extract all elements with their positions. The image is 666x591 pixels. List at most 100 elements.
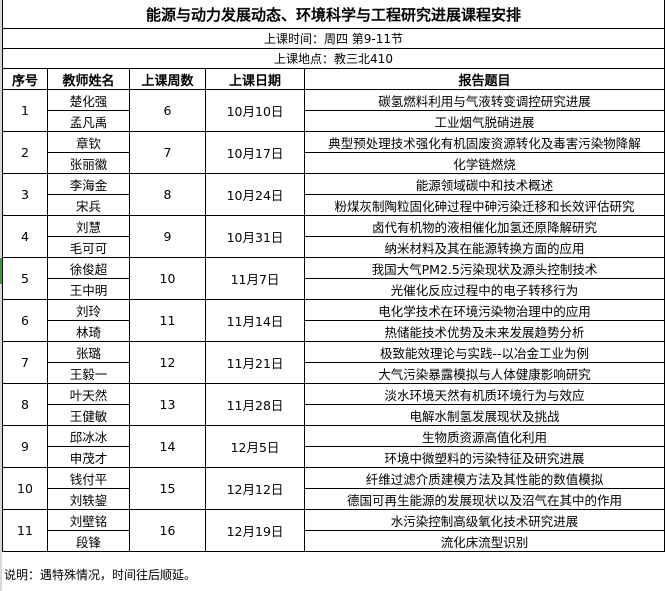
table-row: 11 刘壁铭 16 12月19日 水污染控制高级氧化技术研究进展 [2,509,665,552]
table-row: 段锋 流化床流型识别 [3,530,665,552]
teacher-name: 章钦 [47,131,130,153]
class-date: 11月14日 [205,299,305,342]
teacher-name: 张丽徽 [47,152,130,174]
week-number: 6 [129,89,206,132]
row-number: 5 [2,257,48,300]
teacher-name: 毛可可 [47,236,130,258]
row-number: 10 [2,467,48,510]
class-date: 12月19日 [205,509,305,552]
teacher-name: 徐俊超 [47,257,130,279]
teacher-name: 张璐 [47,341,130,363]
week-number: 9 [129,215,206,258]
report-topic: 化学链燃烧 [304,152,665,174]
teacher-name: 林琦 [47,320,130,342]
week-number: 10 [129,257,206,300]
class-date: 12月12日 [205,467,305,510]
sheet-left-edge [0,0,2,591]
report-topic: 能源领域碳中和技术概述 [304,173,665,195]
table-row: 1 楚化强 6 10月10日 碳氢燃料利用与气液转变调控研究进展 [2,89,665,132]
report-topic: 典型预处理技术强化有机固废资源转化及毒害污染物降解 [304,131,665,153]
week-number: 14 [129,425,206,468]
table-row: 宋兵 粉煤灰制陶粒固化砷过程中砷污染迁移和长效评估研究 [3,194,665,216]
table-row: 3 李海金 8 10月24日 能源领域碳中和技术概述 [2,173,665,216]
table-row: 4 刘慧 9 10月31日 卤代有机物的液相催化加氢还原降解研究 [2,215,665,258]
teacher-name: 王毅一 [47,362,130,384]
footnote: 说明：遇特殊情况，时间往后顺延。 [4,568,197,582]
table-row: 5 徐俊超 10 11月7日 我国大气PM2.5污染现状及源头控制技术 [2,257,665,300]
teacher-name: 刘玲 [47,299,130,321]
report-topic: 电解水制氢发展现状及挑战 [304,404,665,426]
class-date: 12月5日 [205,425,305,468]
class-time: 上课时间：周四 第9-11节 [2,28,665,49]
week-number: 8 [129,173,206,216]
table-row: 10 钱付平 15 12月12日 纤维过滤介质建模方法及其性能的数值模拟 [2,467,665,510]
class-date: 10月10日 [205,89,305,132]
table-row: 申茂才 环境中微塑料的污染特征及研究进展 [3,446,665,468]
teacher-name: 刘壁铭 [47,509,130,531]
class-location: 上课地点：教三北410 [2,48,665,69]
row-number: 7 [2,341,48,384]
report-topic: 卤代有机物的液相催化加氢还原降解研究 [304,215,665,237]
table-row: 王中明 光催化反应过程中的电子转移行为 [3,278,665,300]
table-row: 6 刘玲 11 11月14日 电化学技术在环境污染物治理中的应用 [2,299,665,342]
row-number: 1 [2,89,48,132]
report-topic: 生物质资源高值化利用 [304,425,665,447]
table-row: 王毅一 大气污染暴露模拟与人体健康影响研究 [3,362,665,384]
report-topic: 光催化反应过程中的电子转移行为 [304,278,665,300]
row-number: 3 [2,173,48,216]
teacher-name: 段锋 [47,530,130,552]
report-topic: 大气污染暴露模拟与人体健康影响研究 [304,362,665,384]
teacher-name: 邱冰冰 [47,425,130,447]
teacher-name: 刘轶鋆 [47,488,130,510]
class-date: 11月7日 [205,257,305,300]
header-no: 序号 [2,68,48,90]
table-row: 2 章钦 7 10月17日 典型预处理技术强化有机固废资源转化及毒害污染物降解 [2,131,665,174]
table-row: 毛可可 纳米材料及其在能源转换方面的应用 [3,236,665,258]
report-topic: 极致能效理论与实践--以冶金工业为例 [304,341,665,363]
week-number: 11 [129,299,206,342]
row-number: 6 [2,299,48,342]
table-row: 王健敏 电解水制氢发展现状及挑战 [3,404,665,426]
report-topic: 碳氢燃料利用与气液转变调控研究进展 [304,89,665,111]
teacher-name: 宋兵 [47,194,130,216]
week-number: 16 [129,509,206,552]
report-topic: 工业烟气脱硝进展 [304,110,665,132]
week-number: 13 [129,383,206,426]
row-number: 11 [2,509,48,552]
table-row: 刘轶鋆 德国可再生能源的发展现状以及沼气在其中的作用 [3,488,665,510]
class-date: 11月28日 [205,383,305,426]
table-row: 孟凡禹 工业烟气脱硝进展 [3,110,665,132]
report-topic: 环境中微塑料的污染特征及研究进展 [304,446,665,468]
week-number: 7 [129,131,206,174]
report-topic: 纳米材料及其在能源转换方面的应用 [304,236,665,258]
class-date: 10月24日 [205,173,305,216]
header-week: 上课周数 [129,68,206,90]
teacher-name: 王健敏 [47,404,130,426]
header-topic: 报告题目 [304,68,665,90]
class-date: 10月17日 [205,131,305,174]
row-number: 8 [2,383,48,426]
teacher-name: 钱付平 [47,467,130,489]
teacher-name: 申茂才 [47,446,130,468]
report-topic: 纤维过滤介质建模方法及其性能的数值模拟 [304,467,665,489]
report-topic: 我国大气PM2.5污染现状及源头控制技术 [304,257,665,279]
week-number: 12 [129,341,206,384]
report-topic: 淡水环境天然有机质环境行为与效应 [304,383,665,405]
class-date: 11月21日 [205,341,305,384]
table-row: 林琦 热储能技术优势及未来发展趋势分析 [3,320,665,342]
teacher-name: 叶天然 [47,383,130,405]
report-topic: 水污染控制高级氧化技术研究进展 [304,509,665,531]
class-date: 10月31日 [205,215,305,258]
teacher-name: 王中明 [47,278,130,300]
row-selection-marker [0,258,2,284]
schedule-table: 能源与动力发展动态、环境科学与工程研究进展课程安排 上课时间：周四 第9-11节… [2,0,665,552]
report-topic: 热储能技术优势及未来发展趋势分析 [304,320,665,342]
report-topic: 流化床流型识别 [304,530,665,552]
teacher-name: 李海金 [47,173,130,195]
week-number: 15 [129,467,206,510]
teacher-name: 孟凡禹 [47,110,130,132]
report-topic: 电化学技术在环境污染物治理中的应用 [304,299,665,321]
table-row: 9 邱冰冰 14 12月5日 生物质资源高值化利用 [2,425,665,468]
schedule-sheet: 能源与动力发展动态、环境科学与工程研究进展课程安排 上课时间：周四 第9-11节… [2,0,665,552]
header-date: 上课日期 [205,68,305,90]
